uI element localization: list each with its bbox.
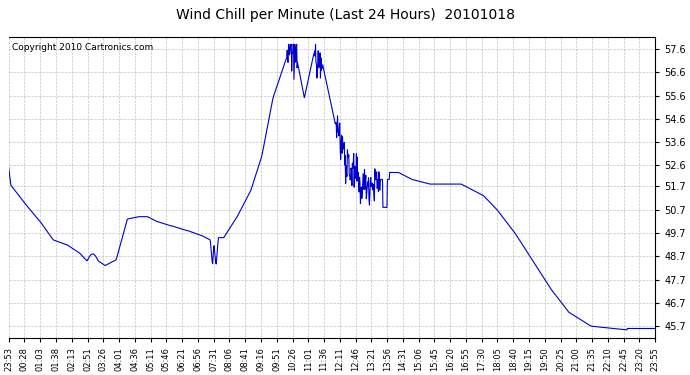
Text: Wind Chill per Minute (Last 24 Hours)  20101018: Wind Chill per Minute (Last 24 Hours) 20…	[175, 8, 515, 21]
Text: Copyright 2010 Cartronics.com: Copyright 2010 Cartronics.com	[12, 44, 153, 52]
